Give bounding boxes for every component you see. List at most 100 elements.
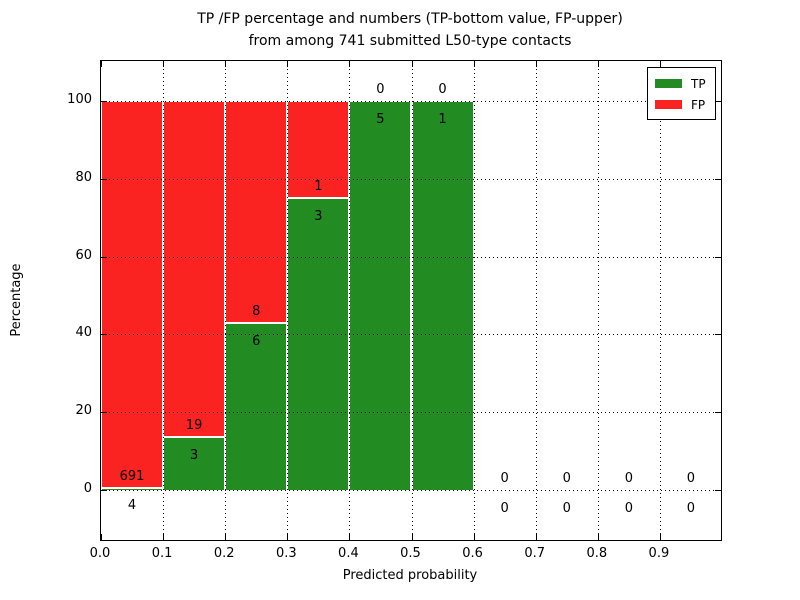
x-axis-tick-top <box>411 61 413 67</box>
x-tick-label: 0.6 <box>462 546 483 561</box>
v-gridline <box>659 61 661 540</box>
x-axis-tick <box>287 534 289 540</box>
tp-count-label: 0 <box>624 500 633 516</box>
fp-legend-swatch <box>655 100 682 109</box>
h-gridline <box>101 101 721 102</box>
tp-count-label: 0 <box>500 500 509 516</box>
y-axis-tick-right <box>715 490 721 491</box>
x-tick-label: 0.4 <box>338 546 359 561</box>
x-axis-tick <box>597 534 599 540</box>
x-axis-tick <box>163 534 165 540</box>
tp-legend-swatch <box>655 79 682 88</box>
y-tick-label: 20 <box>75 403 92 419</box>
tp-count-label: 1 <box>438 111 447 127</box>
y-tick-label: 60 <box>75 247 92 263</box>
v-gridline <box>287 61 289 540</box>
x-axis-tick <box>659 534 661 540</box>
y-axis-tick <box>101 412 107 414</box>
legend-row: TP <box>655 73 708 94</box>
y-axis-label: Percentage <box>9 263 24 337</box>
h-gridline <box>101 334 721 336</box>
tp-count-label: 5 <box>376 111 385 127</box>
fp-count-label: 0 <box>686 471 696 487</box>
tp-count-label: 6 <box>252 333 261 349</box>
x-tick-label: 0.7 <box>524 546 546 561</box>
y-axis-tick-right <box>715 412 721 414</box>
x-tick-label: 0.8 <box>586 546 608 561</box>
y-axis-tick-right <box>715 334 721 336</box>
x-axis-tick-top <box>101 61 102 67</box>
y-axis-tick-right <box>715 256 721 258</box>
x-axis-label: Predicted probability <box>342 568 478 583</box>
y-axis-tick <box>101 101 107 102</box>
x-tick-label: 0.2 <box>213 546 235 561</box>
x-axis-tick-top <box>287 61 289 67</box>
v-gridline <box>163 61 165 540</box>
fp-count-label: 19 <box>185 418 203 434</box>
fp-count-label: 0 <box>438 82 447 98</box>
x-axis-tick-top <box>163 61 165 67</box>
y-axis-tick-right <box>715 178 721 180</box>
tp-count-label: 0 <box>686 500 696 516</box>
x-axis-tick <box>349 534 351 540</box>
y-axis-tick-right <box>715 101 721 102</box>
legend: TP FP <box>647 67 716 120</box>
y-tick-label: 0 <box>83 481 92 496</box>
y-tick-label: 80 <box>75 169 92 185</box>
tp-count-label: 4 <box>127 498 137 514</box>
fp-count-label: 691 <box>119 468 145 484</box>
v-gridline <box>597 61 599 540</box>
y-axis-tick <box>101 490 107 491</box>
x-axis-tick-top <box>535 61 537 67</box>
fp-count-label: 0 <box>500 471 509 487</box>
bar-fp-segment <box>101 101 164 488</box>
x-axis-tick <box>225 534 227 540</box>
h-gridline <box>101 178 721 180</box>
x-axis-tick-top <box>659 61 661 67</box>
y-axis-tick <box>101 178 107 180</box>
x-axis-tick-top <box>473 61 475 67</box>
v-gridline <box>473 61 475 540</box>
x-tick-label: 0.0 <box>89 546 111 561</box>
bar-tp-segment <box>225 323 288 490</box>
y-tick-label: 40 <box>75 325 92 341</box>
y-tick-label: 100 <box>67 92 92 107</box>
h-gridline <box>101 490 721 491</box>
plot-area: 691 4 19 3 8 6 1 3 0 5 0 1 0 0 0 0 0 0 0 0 <box>100 60 722 541</box>
legend-row: FP <box>655 94 708 115</box>
bar-tp-segment <box>101 487 164 490</box>
fp-count-label: 1 <box>314 179 323 195</box>
bar-tp-segment <box>411 101 474 490</box>
bar-fp-segment <box>287 101 350 199</box>
x-axis-tick-top <box>349 61 351 67</box>
fp-count-label: 0 <box>562 471 571 487</box>
v-gridline <box>535 61 537 540</box>
tp-count-label: 0 <box>562 500 571 516</box>
x-axis-tick <box>411 534 413 540</box>
fp-count-label: 0 <box>624 471 633 487</box>
chart-title: TP /FP percentage and numbers (TP-bottom… <box>100 8 720 52</box>
x-tick-label: 0.3 <box>275 546 297 561</box>
bar-tp-segment <box>287 198 350 490</box>
v-gridline <box>349 61 351 540</box>
legend-label: TP <box>691 76 706 91</box>
x-axis-tick <box>535 534 537 540</box>
x-axis-tick-top <box>225 61 227 67</box>
chart-title-line2: from among 741 submitted L50-type contac… <box>248 33 572 49</box>
tp-count-label: 3 <box>314 208 323 224</box>
tp-count-label: 3 <box>190 447 199 463</box>
x-axis-tick <box>473 534 475 540</box>
fp-count-label: 0 <box>376 82 385 98</box>
x-tick-label: 0.5 <box>400 546 421 561</box>
h-gridline <box>101 412 721 414</box>
x-axis-tick <box>101 534 102 540</box>
legend-label: FP <box>691 97 706 112</box>
bar-fp-segment <box>225 101 288 324</box>
v-gridline <box>411 61 413 540</box>
x-tick-label: 0.9 <box>648 546 670 561</box>
y-axis-tick <box>101 256 107 258</box>
x-axis-tick-top <box>597 61 599 67</box>
chart-title-line1: TP /FP percentage and numbers (TP-bottom… <box>197 11 623 27</box>
fp-count-label: 8 <box>252 304 261 320</box>
